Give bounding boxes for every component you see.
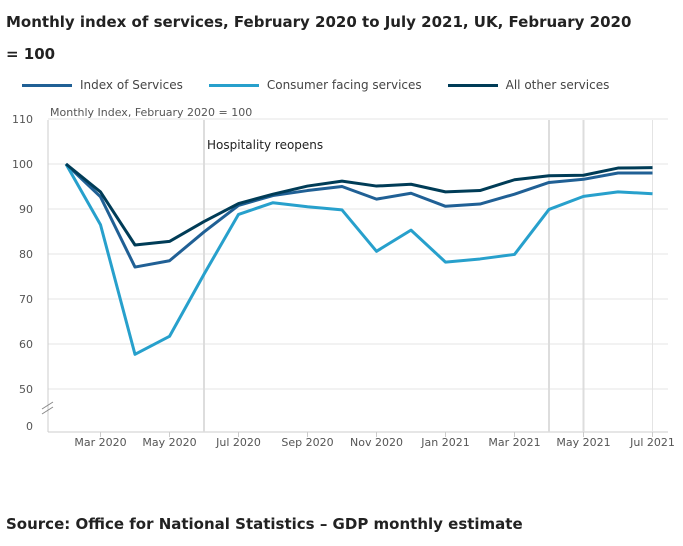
x-tick-label: Jan 2021 [420, 436, 469, 449]
series-all-other-services [65, 162, 653, 247]
y-tick-label: 0 [26, 420, 33, 433]
series-line [65, 162, 653, 247]
legend-swatch [22, 83, 72, 87]
x-tick-label: Sep 2020 [281, 436, 333, 449]
series-index-of-services [64, 162, 653, 269]
x-tick-label: May 2021 [556, 436, 610, 449]
series-line [64, 163, 653, 356]
y-tick-label: 80 [19, 248, 33, 261]
series-line [64, 162, 653, 269]
chart-title: Monthly index of services, February 2020… [6, 13, 632, 63]
legend-item: Index of Services [22, 78, 183, 92]
legend-swatch [447, 83, 498, 87]
y-tick-label: 90 [19, 203, 33, 216]
legend-label: All other services [505, 78, 610, 92]
y-tick-label: 110 [12, 113, 33, 126]
x-tick-label: Nov 2020 [350, 436, 403, 449]
axis-break-icon [41, 401, 54, 415]
legend-item: Consumer facing services [208, 78, 422, 92]
y-axis-label: Monthly Index, February 2020 = 100 [50, 106, 252, 119]
y-tick-label: 70 [19, 293, 33, 306]
x-tick-label: May 2020 [142, 436, 196, 449]
legend-item: All other services [447, 78, 610, 92]
legend: Index of Services Consumer facing service… [22, 78, 635, 92]
y-tick-label: 60 [19, 338, 33, 351]
x-tick-label: Jul 2021 [629, 436, 675, 449]
legend-label: Index of Services [80, 78, 183, 92]
y-tick-label: 50 [19, 383, 33, 396]
legend-swatch [208, 83, 259, 87]
legend-label: Consumer facing services [266, 78, 422, 92]
annotation-label: Hospitality reopens [207, 138, 323, 152]
source-note: Source: Office for National Statistics –… [6, 515, 523, 533]
y-tick-label: 100 [12, 158, 33, 171]
x-tick-label: Mar 2021 [488, 436, 540, 449]
x-tick-label: Mar 2020 [74, 436, 126, 449]
x-tick-label: Jul 2020 [215, 436, 261, 449]
